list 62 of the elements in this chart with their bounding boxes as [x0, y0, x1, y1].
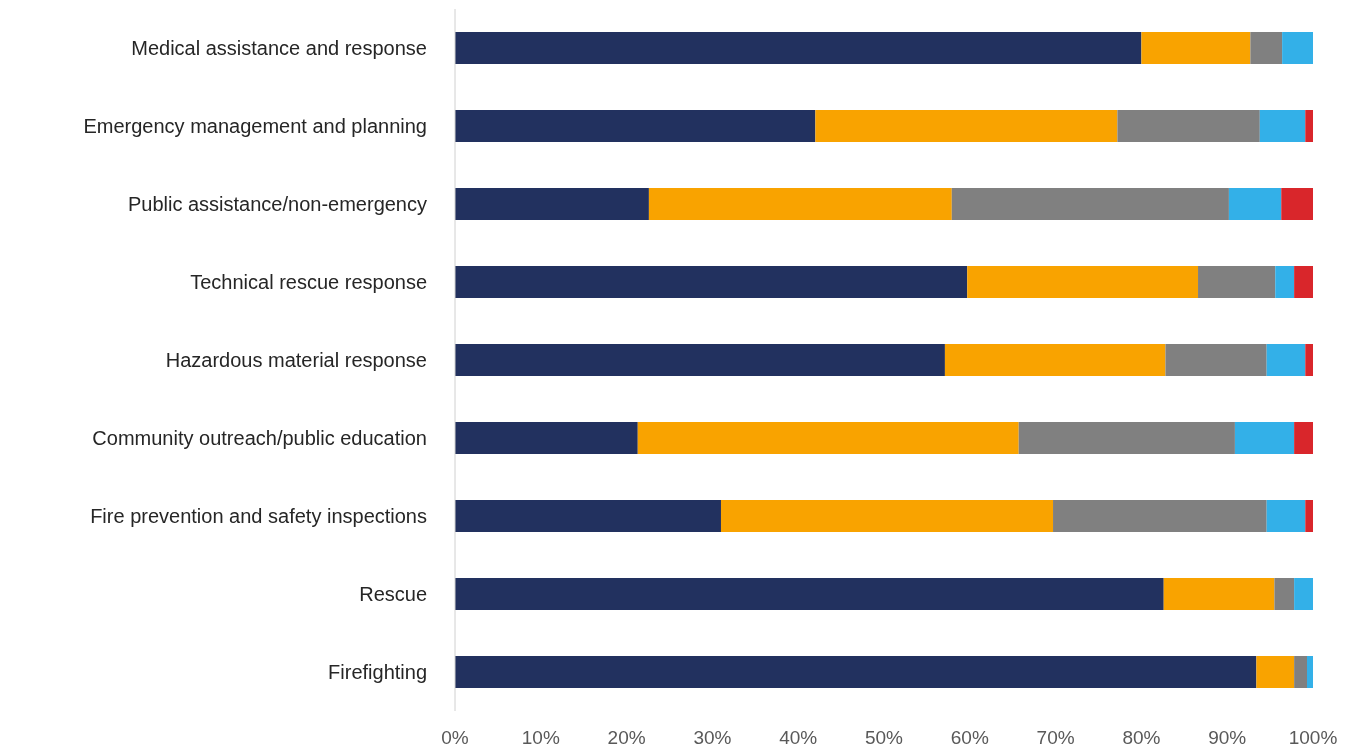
bar — [1281, 188, 1313, 220]
bar — [1256, 656, 1295, 688]
y-tick-label: Technical rescue response — [190, 271, 427, 294]
y-tick-label: Emergency management and planning — [83, 115, 427, 138]
bar — [1141, 32, 1251, 64]
bar — [1117, 110, 1260, 142]
bar — [455, 500, 721, 532]
bar — [455, 344, 945, 376]
bar — [1294, 578, 1313, 610]
bar — [1163, 578, 1275, 610]
bar — [1266, 344, 1306, 376]
bar — [1198, 266, 1276, 298]
y-tick-label: Firefighting — [328, 661, 427, 684]
bar — [455, 656, 1257, 688]
x-tick-label: 10% — [521, 727, 560, 749]
x-tick-label: 70% — [1036, 727, 1075, 749]
bar — [1305, 344, 1313, 376]
bar — [455, 422, 638, 454]
bar — [1305, 500, 1313, 532]
bar — [1053, 500, 1267, 532]
y-tick-label: Public assistance/non-emergency — [127, 193, 427, 216]
bar — [1274, 578, 1295, 610]
x-tick-label: 20% — [607, 727, 646, 749]
bar — [1250, 32, 1283, 64]
bar — [944, 344, 1166, 376]
bar — [1306, 656, 1313, 688]
bar — [648, 188, 952, 220]
bar — [967, 266, 1199, 298]
x-tick-label: 0% — [441, 727, 469, 749]
bar — [455, 32, 1142, 64]
x-tick-label: 100% — [1288, 727, 1338, 749]
y-tick-label: Fire prevention and safety inspections — [90, 505, 427, 528]
y-tick-label: Community outreach/public education — [92, 427, 427, 450]
bar — [815, 110, 1118, 142]
bar — [1266, 500, 1306, 532]
bar — [1305, 110, 1313, 142]
bar — [720, 500, 1054, 532]
y-tick-label: Medical assistance and response — [131, 37, 427, 60]
x-tick-label: 60% — [950, 727, 989, 749]
bar — [1294, 422, 1313, 454]
bar — [951, 188, 1229, 220]
bar — [637, 422, 1019, 454]
bar — [1294, 656, 1307, 688]
bar — [1165, 344, 1267, 376]
bar — [455, 188, 649, 220]
bar — [455, 266, 968, 298]
bar — [1282, 32, 1313, 64]
x-tick-label: 90% — [1208, 727, 1247, 749]
bar — [1228, 188, 1282, 220]
bar — [455, 578, 1164, 610]
x-tick-label: 50% — [864, 727, 904, 749]
x-tick-label: 30% — [693, 727, 732, 749]
bar — [1294, 266, 1313, 298]
bar — [1259, 110, 1306, 142]
x-tick-label: 80% — [1122, 727, 1161, 749]
bar — [1275, 266, 1295, 298]
y-tick-label: Hazardous material response — [165, 349, 427, 372]
bar — [1018, 422, 1235, 454]
x-tick-label: 40% — [779, 727, 818, 749]
bar — [1234, 422, 1295, 454]
bar — [455, 110, 816, 142]
y-tick-label: Rescue — [359, 583, 427, 606]
